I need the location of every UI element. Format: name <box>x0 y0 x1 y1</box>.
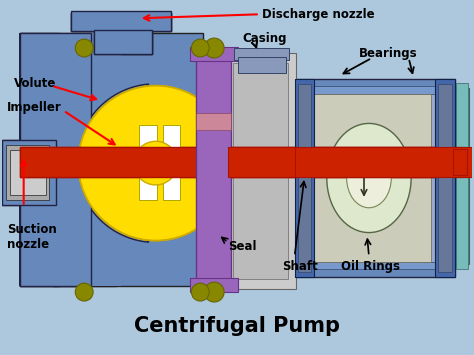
Polygon shape <box>438 84 452 272</box>
Polygon shape <box>228 53 295 289</box>
Polygon shape <box>453 150 468 174</box>
Circle shape <box>204 38 224 58</box>
Text: Discharge nozzle: Discharge nozzle <box>262 8 374 21</box>
Polygon shape <box>94 26 152 54</box>
Polygon shape <box>294 79 314 277</box>
Polygon shape <box>438 79 456 277</box>
Polygon shape <box>196 53 231 289</box>
Polygon shape <box>163 125 181 200</box>
Polygon shape <box>10 150 46 195</box>
Polygon shape <box>294 147 463 177</box>
Polygon shape <box>308 94 431 262</box>
Polygon shape <box>94 30 152 54</box>
Polygon shape <box>6 145 49 200</box>
Text: Oil Rings: Oil Rings <box>341 260 400 273</box>
Text: Casing: Casing <box>242 32 286 45</box>
Polygon shape <box>20 147 456 177</box>
Polygon shape <box>196 113 231 130</box>
Polygon shape <box>139 125 156 200</box>
Circle shape <box>75 283 93 301</box>
Polygon shape <box>298 84 311 272</box>
Ellipse shape <box>346 148 391 208</box>
Circle shape <box>75 39 93 57</box>
Ellipse shape <box>327 124 411 233</box>
Text: Bearings: Bearings <box>359 48 418 60</box>
Polygon shape <box>294 147 473 177</box>
Text: Impeller: Impeller <box>7 101 62 114</box>
Text: Suction
nozzle: Suction nozzle <box>7 223 56 251</box>
Polygon shape <box>6 145 49 200</box>
Polygon shape <box>304 94 441 262</box>
Circle shape <box>191 283 209 301</box>
Circle shape <box>191 39 209 57</box>
Polygon shape <box>453 88 469 264</box>
Polygon shape <box>20 33 149 286</box>
Polygon shape <box>99 31 147 51</box>
Circle shape <box>204 282 224 302</box>
Polygon shape <box>234 48 289 60</box>
Polygon shape <box>20 33 121 286</box>
Polygon shape <box>163 125 181 200</box>
Polygon shape <box>294 79 312 277</box>
Polygon shape <box>10 150 46 195</box>
Text: Volute: Volute <box>14 77 56 90</box>
Polygon shape <box>447 147 468 177</box>
Circle shape <box>78 86 233 240</box>
Polygon shape <box>456 83 468 269</box>
Polygon shape <box>20 33 203 286</box>
Text: Centrifugal Pump: Centrifugal Pump <box>134 316 340 336</box>
Polygon shape <box>71 11 171 31</box>
Polygon shape <box>20 33 59 286</box>
Polygon shape <box>453 149 467 175</box>
Polygon shape <box>191 278 238 292</box>
Polygon shape <box>20 33 91 286</box>
Polygon shape <box>297 91 310 100</box>
Polygon shape <box>191 47 238 61</box>
Polygon shape <box>233 63 288 279</box>
Polygon shape <box>71 13 171 31</box>
Polygon shape <box>438 91 452 100</box>
Polygon shape <box>94 26 152 54</box>
Circle shape <box>134 141 177 185</box>
Polygon shape <box>436 79 456 277</box>
Polygon shape <box>228 147 298 177</box>
Polygon shape <box>300 86 448 269</box>
Text: Seal: Seal <box>228 240 256 253</box>
Circle shape <box>78 86 233 240</box>
Polygon shape <box>438 255 452 264</box>
Polygon shape <box>238 57 286 73</box>
Circle shape <box>134 141 177 185</box>
Polygon shape <box>2 140 56 205</box>
Polygon shape <box>71 13 171 31</box>
Polygon shape <box>20 34 201 286</box>
Polygon shape <box>2 140 56 205</box>
Text: Shaft: Shaft <box>282 260 318 273</box>
Circle shape <box>78 86 233 240</box>
Polygon shape <box>20 147 456 177</box>
Polygon shape <box>297 255 310 264</box>
Polygon shape <box>294 79 456 277</box>
Polygon shape <box>139 125 156 200</box>
Polygon shape <box>447 149 468 175</box>
